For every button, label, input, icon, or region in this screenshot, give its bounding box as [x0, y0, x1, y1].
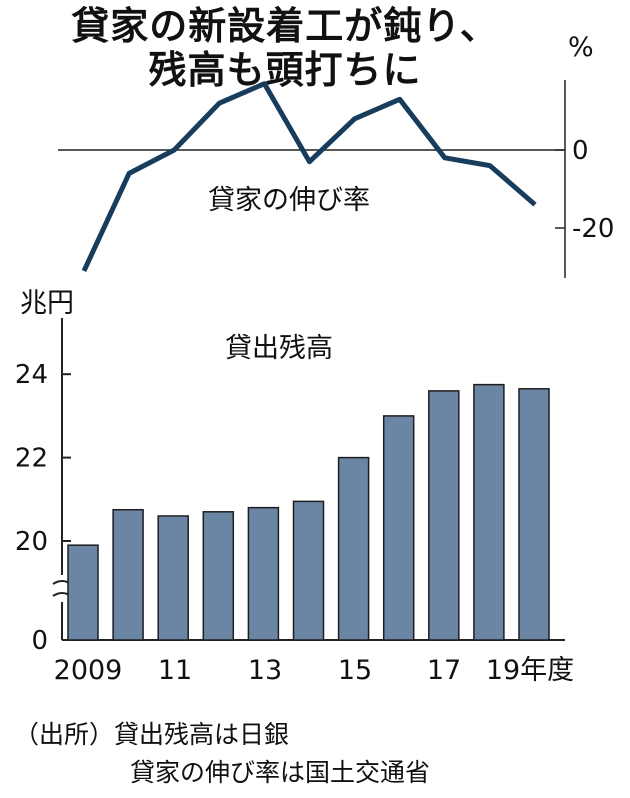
bar-y-tick-label: 0 — [31, 626, 48, 656]
chart-title-line2: 残高も頭打ちに — [148, 48, 422, 92]
bar — [67, 544, 99, 641]
source-line2: 貸家の伸び率は国土交通省 — [130, 758, 431, 787]
bar-x-tick-label: 13 — [248, 655, 282, 686]
line-y-tick-label: 0 — [572, 136, 589, 166]
bar-x-tick-label: 2009 — [54, 655, 123, 686]
bar — [247, 506, 280, 641]
bar-x-tick-label: 11 — [158, 655, 192, 686]
bar-x-tick-label: 15 — [338, 655, 372, 686]
bar-y-tick-label: 24 — [15, 360, 48, 390]
chart-title-line1: 貸家の新設着工が鈍り、 — [71, 4, 499, 48]
bar — [202, 511, 235, 641]
bar-y-unit: 兆円 — [20, 288, 74, 319]
bar — [337, 456, 370, 641]
source-line1: （出所）貸出残高は日銀 — [14, 720, 290, 749]
bar-y-tick-label: 20 — [15, 527, 48, 557]
line-y-tick-label: -20 — [572, 214, 614, 244]
bar-x-tick-label: 17 — [427, 655, 461, 686]
bar — [518, 388, 550, 641]
bar — [157, 515, 189, 641]
line-series-path — [81, 81, 537, 272]
bar-chart-title: 貸出残高 — [225, 333, 333, 364]
bar — [382, 415, 415, 641]
bar — [292, 500, 325, 641]
bar-x-tick-label: 19年度 — [486, 655, 574, 686]
line-series-label: 貸家の伸び率 — [208, 185, 370, 216]
bar — [112, 508, 144, 641]
bar-y-tick-label: 22 — [15, 444, 48, 474]
bar — [473, 383, 505, 641]
bar — [428, 390, 460, 641]
line-y-unit: % — [568, 32, 594, 63]
